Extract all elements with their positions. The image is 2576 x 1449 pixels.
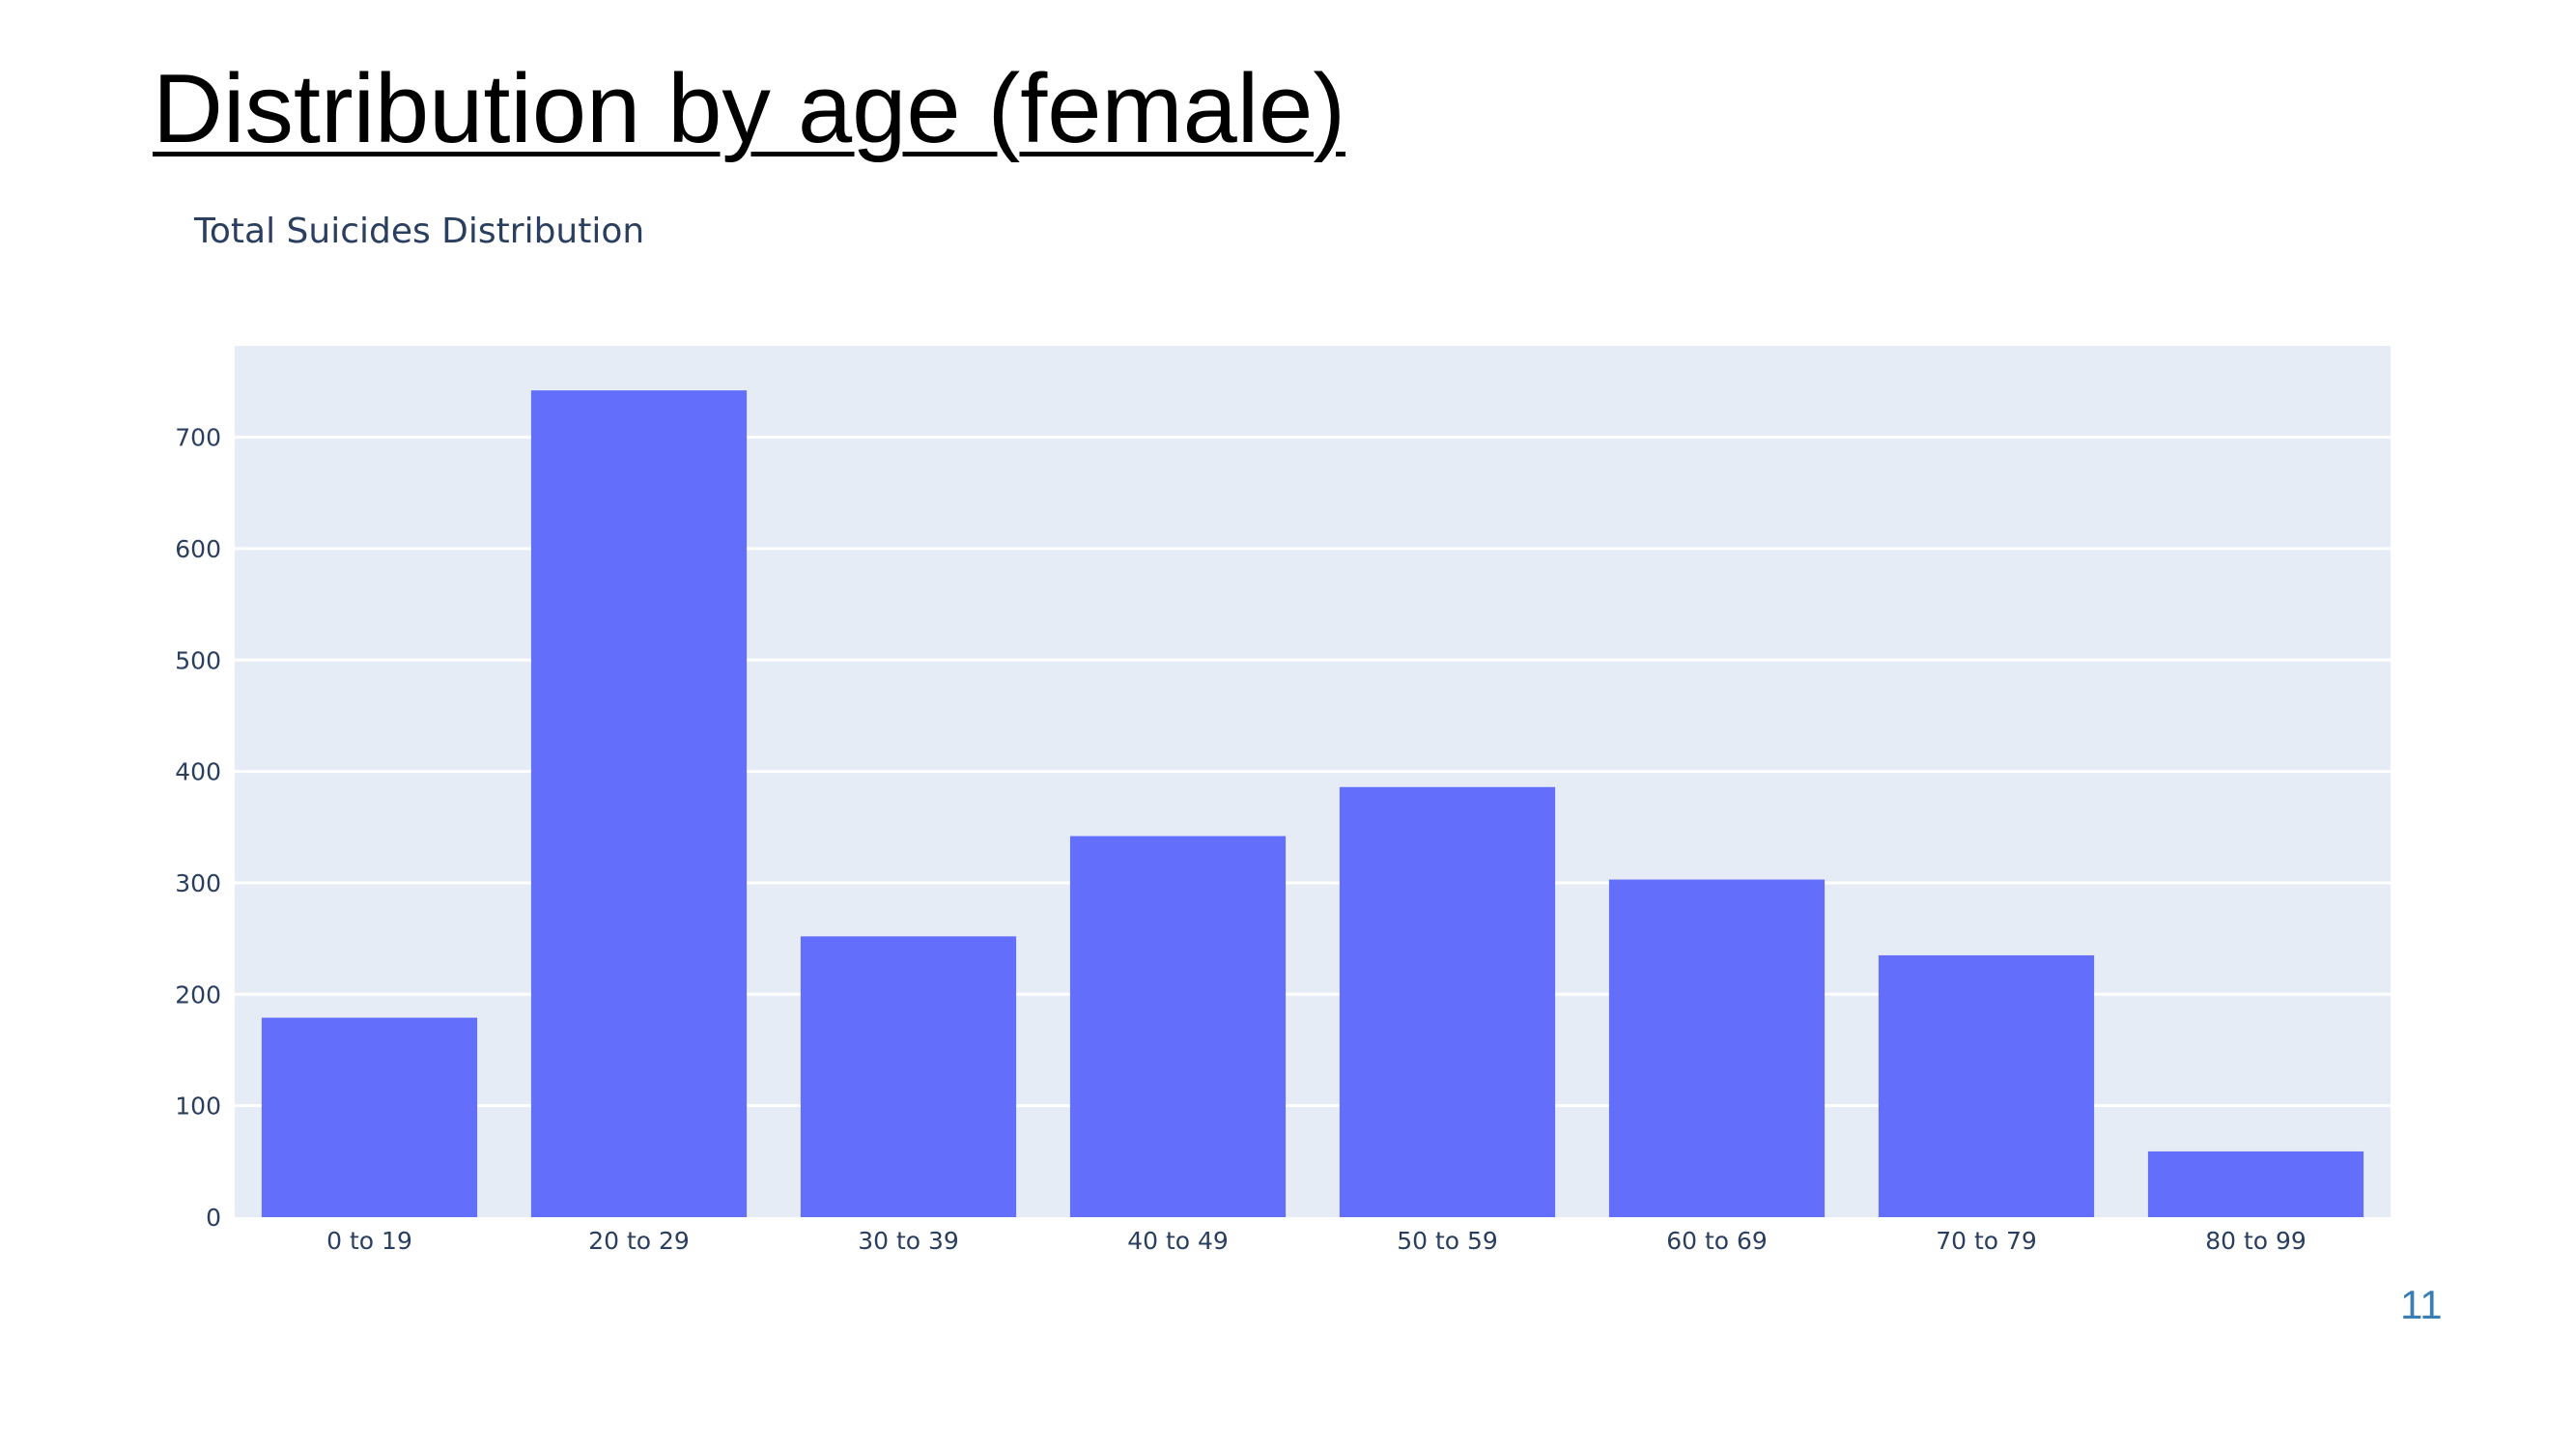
- page-number: 11: [2400, 1282, 2443, 1327]
- bar: [261, 1017, 478, 1217]
- x-tick-label: 0 to 19: [326, 1227, 412, 1255]
- slide-title: Distribution by age (female): [153, 55, 1345, 163]
- bar: [800, 936, 1017, 1217]
- y-tick-label: 0: [206, 1204, 221, 1232]
- bars: [261, 390, 2364, 1217]
- bar: [530, 390, 748, 1217]
- bar: [1608, 879, 1826, 1217]
- y-tick-label: 600: [175, 535, 221, 563]
- x-tick-label: 80 to 99: [2205, 1227, 2307, 1255]
- y-tick-label: 400: [175, 758, 221, 786]
- y-tick-label: 100: [175, 1093, 221, 1121]
- x-tick-label: 50 to 59: [1397, 1227, 1498, 1255]
- bar: [1069, 836, 1287, 1217]
- bar: [2147, 1151, 2364, 1217]
- x-tick-label: 40 to 49: [1127, 1227, 1229, 1255]
- y-tick-label: 500: [175, 646, 221, 674]
- x-tick-label: 20 to 29: [588, 1227, 690, 1255]
- chart-title: Total Suicides Distribution: [193, 212, 644, 251]
- x-axis-ticks: 0 to 19 20 to 29 30 to 39 40 to 49 50 to 59 6…: [326, 1227, 2307, 1255]
- y-tick-label: 700: [175, 424, 221, 452]
- x-tick-label: 70 to 79: [1936, 1227, 2037, 1255]
- y-tick-label: 200: [175, 980, 221, 1009]
- x-tick-label: 60 to 69: [1666, 1227, 1768, 1255]
- y-axis-ticks: 0 100 200 300 400 500 600 700: [175, 424, 221, 1232]
- y-tick-label: 300: [175, 869, 221, 897]
- x-tick-label: 30 to 39: [858, 1227, 959, 1255]
- bar: [1878, 954, 2095, 1217]
- bar: [1339, 786, 1556, 1217]
